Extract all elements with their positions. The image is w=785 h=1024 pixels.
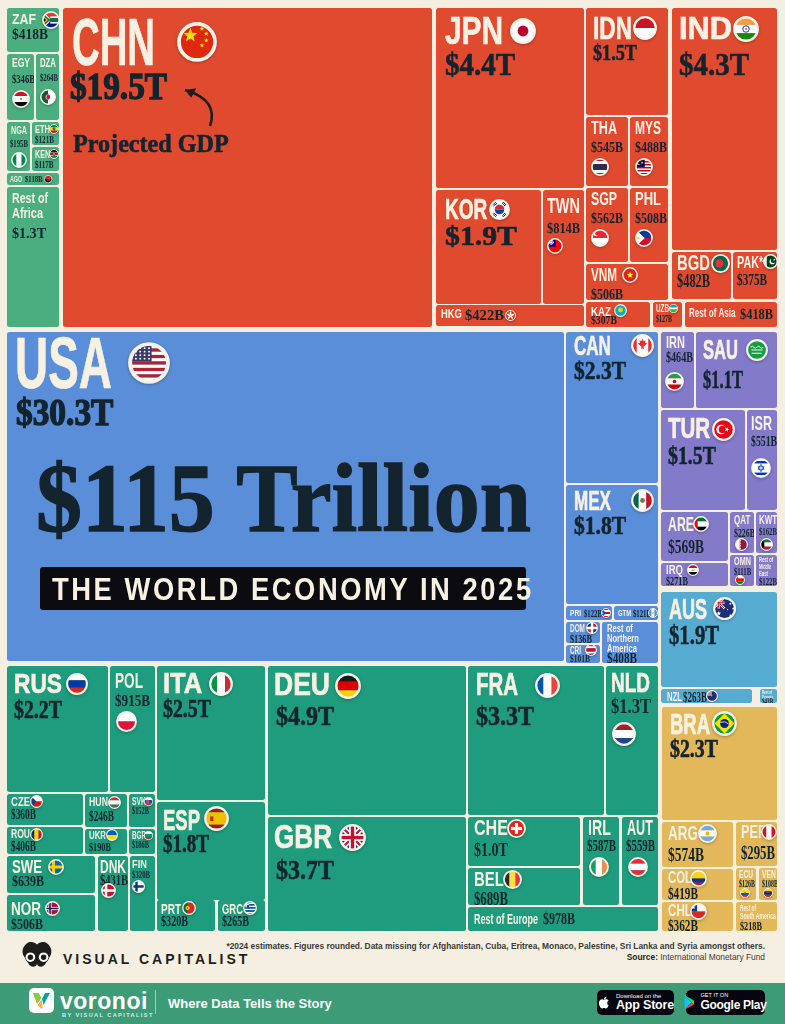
svg-text:الله: الله (691, 569, 695, 572)
